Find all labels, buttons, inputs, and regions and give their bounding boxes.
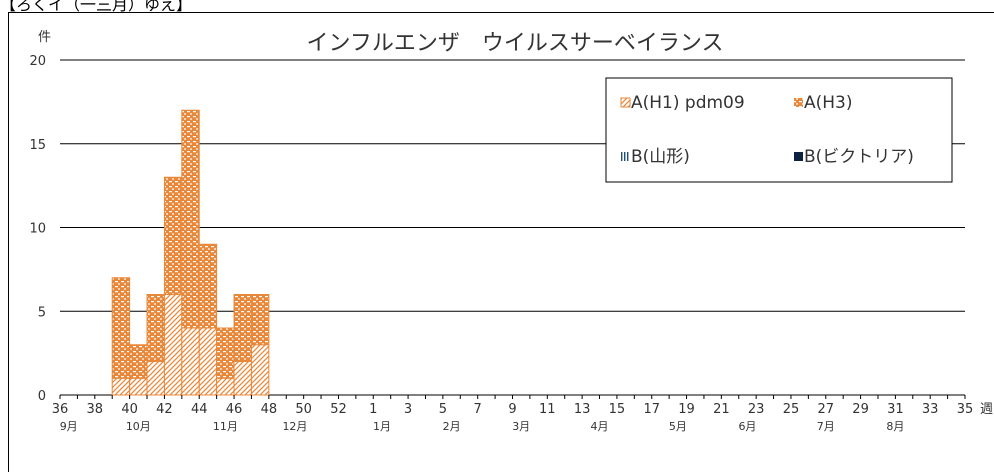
bar-a-h1 [250, 344, 270, 396]
legend-label-a-h1: A(H1) pdm09 [631, 93, 745, 113]
x-tick-label: 21 [713, 402, 730, 417]
bar-a-h1 [233, 361, 252, 396]
legend-label-b-yamagata: B(山形) [631, 147, 690, 167]
x-month-label: 6月 [738, 420, 756, 433]
x-tick-label: 42 [156, 402, 173, 417]
x-tick-label: 11 [539, 402, 556, 417]
x-tick-label: 44 [191, 402, 208, 417]
x-tick-label: 46 [226, 402, 243, 417]
bar-a-h1 [111, 377, 131, 396]
x-axis-unit: 週 [980, 402, 993, 417]
bar-a-h1 [198, 327, 218, 396]
bar-a-h3 [181, 109, 200, 329]
x-tick-label: 36 [52, 402, 69, 417]
top-caption-fragment: 【ろくイ（一三月）ゆえ】 [0, 0, 193, 14]
bar-a-h1 [216, 377, 235, 396]
legend-swatch-b-yamagata [621, 152, 630, 161]
chart-frame [8, 12, 994, 472]
x-month-label: 11月 [213, 420, 238, 433]
chart-title: インフルエンザ ウイルスサーベイランス [307, 31, 724, 56]
y-tick-label: 20 [29, 54, 46, 69]
x-month-label: 2月 [443, 420, 461, 433]
legend-label-a-h3: A(H3) [804, 93, 853, 113]
y-tick-label: 0 [38, 389, 46, 404]
x-month-label: 5月 [669, 420, 687, 433]
legend-swatch-a-h1 [620, 97, 631, 108]
bar-a-h1 [181, 327, 200, 396]
x-tick-label: 1 [369, 402, 377, 417]
x-month-label: 10月 [126, 420, 151, 433]
y-tick-label: 5 [38, 305, 46, 320]
x-tick-label: 23 [748, 402, 765, 417]
x-tick-label: 3 [404, 402, 412, 417]
x-tick-label: 33 [922, 402, 939, 417]
x-tick-label: 38 [87, 402, 104, 417]
x-month-label: 4月 [591, 420, 609, 433]
x-tick-label: 31 [887, 402, 904, 417]
bar-a-h1 [146, 361, 165, 396]
bar-a-h1 [163, 294, 183, 396]
x-tick-label: 48 [261, 402, 278, 417]
y-axis-unit: 件 [38, 30, 51, 45]
bar-a-h3 [198, 243, 218, 329]
bar-a-h3 [111, 277, 131, 379]
x-tick-label: 7 [474, 402, 482, 417]
x-tick-label: 17 [643, 402, 660, 417]
bar-a-h3 [233, 294, 252, 362]
x-tick-label: 35 [957, 402, 974, 417]
x-tick-label: 40 [121, 402, 138, 417]
x-tick-label: 19 [678, 402, 695, 417]
legend-swatch-a-h3 [794, 98, 803, 107]
legend-swatch-b-victoria [794, 152, 803, 161]
x-month-label: 7月 [817, 420, 835, 433]
bar-a-h3 [216, 327, 235, 379]
bar-a-h3 [163, 176, 183, 295]
x-month-label: 9月 [60, 420, 78, 433]
x-tick-label: 13 [574, 402, 591, 417]
x-month-label: 1月 [373, 420, 391, 433]
legend: A(H1) pdm09 A(H3) B(山形) B(ビクトリア) [605, 77, 953, 183]
bar-a-h1 [129, 377, 148, 396]
bar-a-h3 [129, 344, 148, 379]
x-tick-label: 9 [508, 402, 516, 417]
y-tick-label: 10 [29, 222, 46, 237]
x-month-label: 8月 [886, 420, 904, 433]
x-month-label: 3月 [512, 420, 530, 433]
x-tick-label: 15 [609, 402, 626, 417]
bar-a-h3 [250, 294, 270, 346]
legend-label-b-victoria: B(ビクトリア) [804, 147, 914, 167]
x-tick-label: 5 [439, 402, 447, 417]
bar-a-h3 [146, 294, 165, 362]
x-tick-label: 27 [817, 402, 834, 417]
legend-box [605, 77, 953, 183]
y-tick-label: 15 [29, 138, 46, 153]
x-tick-label: 25 [783, 402, 800, 417]
x-tick-label: 29 [852, 402, 869, 417]
x-tick-label: 50 [295, 402, 312, 417]
x-month-label: 12月 [282, 420, 307, 433]
x-tick-label: 52 [330, 402, 347, 417]
